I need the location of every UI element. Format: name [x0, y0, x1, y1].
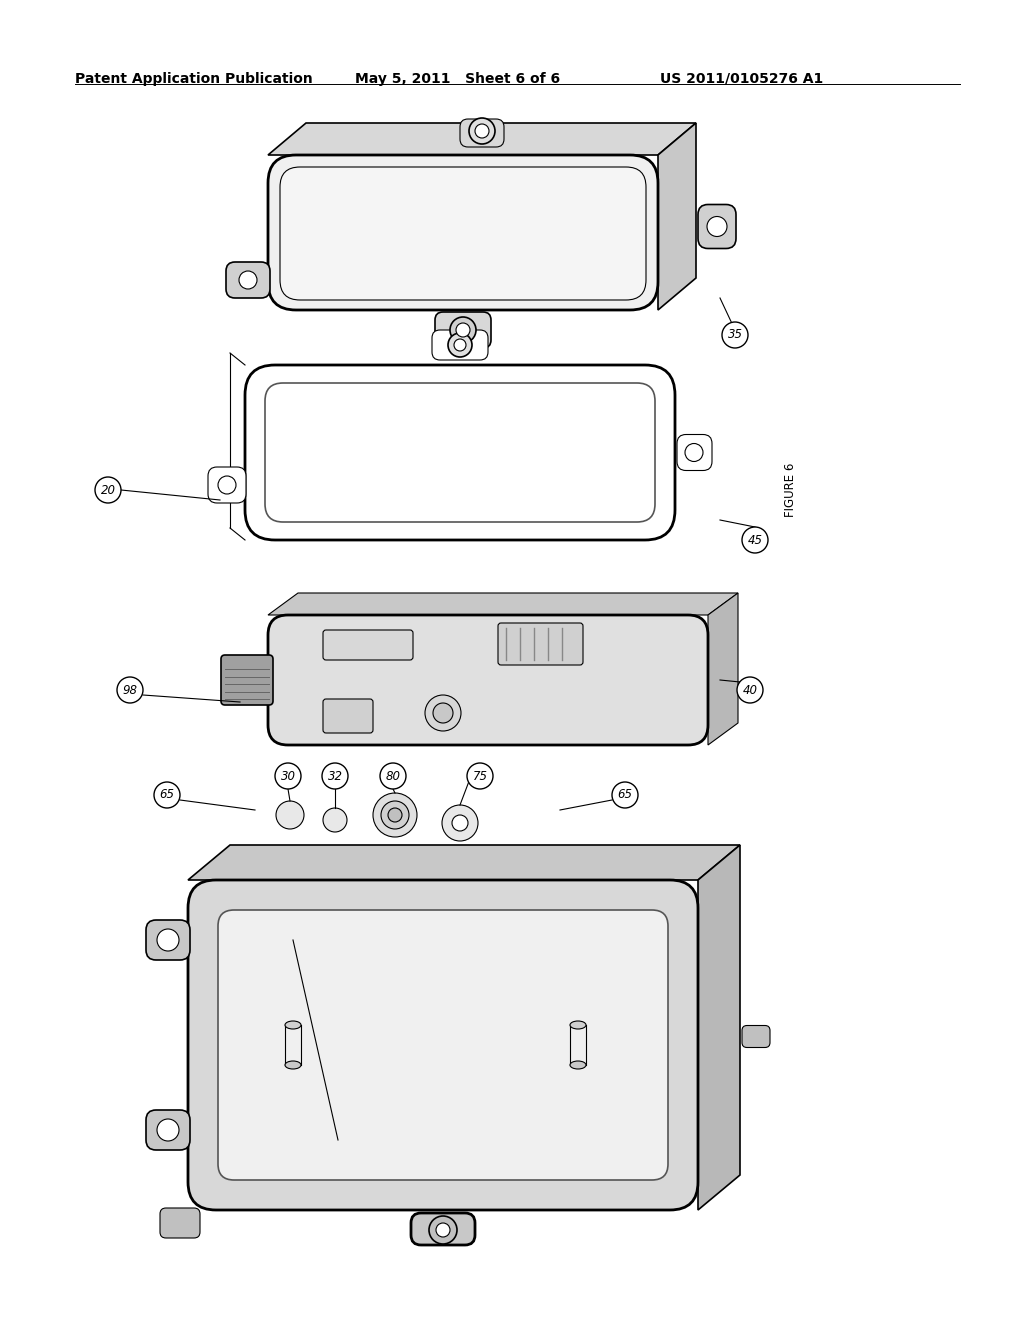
- Circle shape: [381, 801, 409, 829]
- Circle shape: [276, 801, 304, 829]
- Circle shape: [117, 677, 143, 704]
- Circle shape: [722, 322, 748, 348]
- Text: 65: 65: [617, 788, 633, 801]
- FancyBboxPatch shape: [160, 1208, 200, 1238]
- FancyBboxPatch shape: [280, 168, 646, 300]
- Polygon shape: [188, 845, 740, 880]
- Circle shape: [380, 763, 406, 789]
- Text: 98: 98: [123, 684, 137, 697]
- FancyBboxPatch shape: [432, 330, 488, 360]
- FancyBboxPatch shape: [677, 434, 712, 470]
- Circle shape: [429, 1216, 457, 1243]
- Text: 65: 65: [160, 788, 174, 801]
- FancyBboxPatch shape: [268, 615, 708, 744]
- FancyBboxPatch shape: [742, 1026, 770, 1048]
- Polygon shape: [268, 123, 696, 154]
- Text: May 5, 2011   Sheet 6 of 6: May 5, 2011 Sheet 6 of 6: [355, 73, 560, 86]
- FancyBboxPatch shape: [146, 920, 190, 960]
- Text: Patent Application Publication: Patent Application Publication: [75, 73, 312, 86]
- Circle shape: [154, 781, 180, 808]
- Circle shape: [275, 763, 301, 789]
- Ellipse shape: [285, 1061, 301, 1069]
- FancyBboxPatch shape: [411, 1213, 475, 1245]
- Circle shape: [469, 117, 495, 144]
- FancyBboxPatch shape: [188, 880, 698, 1210]
- FancyBboxPatch shape: [146, 1110, 190, 1150]
- Circle shape: [467, 763, 493, 789]
- Circle shape: [218, 477, 236, 494]
- Circle shape: [157, 929, 179, 950]
- Polygon shape: [708, 593, 738, 744]
- Circle shape: [612, 781, 638, 808]
- Circle shape: [685, 444, 703, 462]
- Circle shape: [239, 271, 257, 289]
- Ellipse shape: [285, 1020, 301, 1030]
- Text: 35: 35: [727, 329, 742, 342]
- Circle shape: [388, 808, 402, 822]
- Circle shape: [436, 1224, 450, 1237]
- FancyBboxPatch shape: [226, 261, 270, 298]
- Circle shape: [425, 696, 461, 731]
- FancyBboxPatch shape: [268, 154, 658, 310]
- FancyBboxPatch shape: [323, 700, 373, 733]
- FancyBboxPatch shape: [460, 119, 504, 147]
- Circle shape: [323, 808, 347, 832]
- Ellipse shape: [570, 1020, 586, 1030]
- Circle shape: [433, 704, 453, 723]
- Circle shape: [742, 527, 768, 553]
- Circle shape: [454, 339, 466, 351]
- Text: 40: 40: [742, 684, 758, 697]
- Polygon shape: [268, 593, 738, 615]
- FancyBboxPatch shape: [265, 383, 655, 521]
- FancyBboxPatch shape: [221, 655, 273, 705]
- Ellipse shape: [570, 1061, 586, 1069]
- Circle shape: [475, 124, 489, 139]
- Circle shape: [157, 1119, 179, 1140]
- Text: 80: 80: [385, 770, 400, 783]
- FancyBboxPatch shape: [498, 623, 583, 665]
- FancyBboxPatch shape: [208, 467, 246, 503]
- Text: 75: 75: [472, 770, 487, 783]
- Circle shape: [450, 317, 476, 343]
- Polygon shape: [658, 123, 696, 310]
- Circle shape: [707, 216, 727, 236]
- Circle shape: [456, 323, 470, 337]
- FancyBboxPatch shape: [698, 205, 736, 248]
- Text: 45: 45: [748, 533, 763, 546]
- Text: 30: 30: [281, 770, 296, 783]
- Circle shape: [373, 793, 417, 837]
- Circle shape: [95, 477, 121, 503]
- Text: 20: 20: [100, 483, 116, 496]
- Circle shape: [442, 805, 478, 841]
- FancyBboxPatch shape: [218, 909, 668, 1180]
- Text: FIGURE 6: FIGURE 6: [783, 463, 797, 517]
- Polygon shape: [698, 845, 740, 1210]
- Circle shape: [449, 333, 472, 356]
- Text: US 2011/0105276 A1: US 2011/0105276 A1: [660, 73, 823, 86]
- Circle shape: [737, 677, 763, 704]
- Circle shape: [322, 763, 348, 789]
- FancyBboxPatch shape: [245, 366, 675, 540]
- FancyBboxPatch shape: [323, 630, 413, 660]
- FancyBboxPatch shape: [435, 312, 490, 348]
- Circle shape: [452, 814, 468, 832]
- Text: 32: 32: [328, 770, 342, 783]
